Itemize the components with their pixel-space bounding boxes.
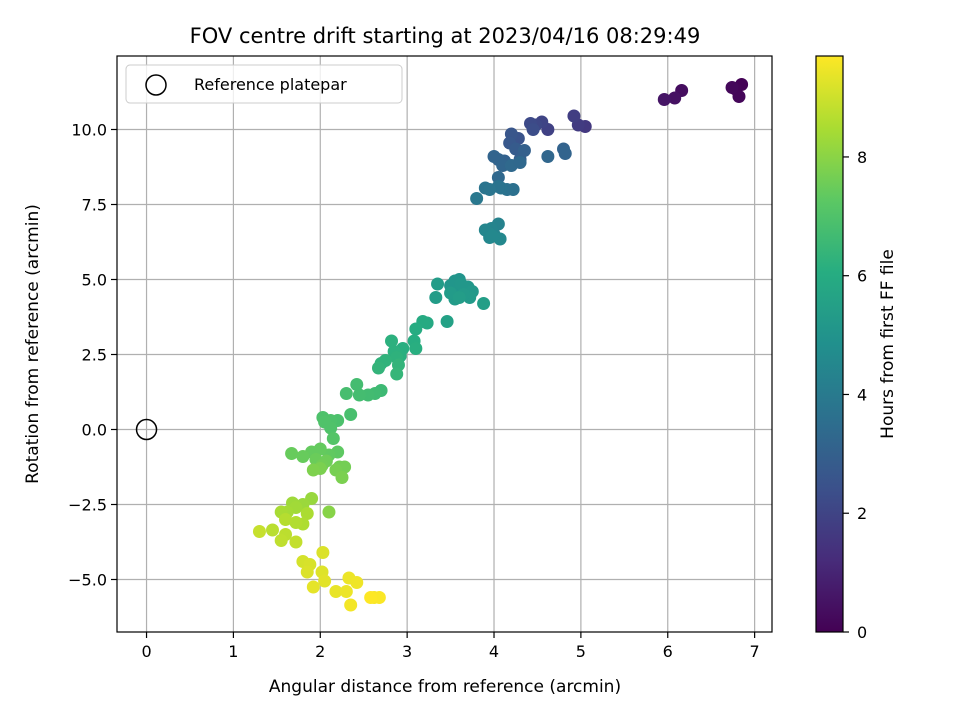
scatter-point — [567, 109, 581, 123]
scatter-point — [285, 447, 299, 460]
scatter-point — [513, 156, 527, 169]
scatter-point — [440, 315, 454, 328]
colorbar-tick-label: 0 — [857, 623, 867, 642]
data-points — [252, 78, 749, 612]
x-tick-label: 1 — [228, 642, 238, 661]
colorbar-tick-label: 8 — [857, 148, 867, 167]
colorbar-gradient — [816, 56, 843, 632]
scatter-point — [324, 421, 338, 435]
chart-title: FOV centre drift starting at 2023/04/16 … — [190, 24, 701, 48]
scatter-point — [339, 387, 353, 400]
legend-open-circle-marker — [145, 74, 167, 96]
scatter-point — [318, 574, 332, 588]
scatter-point — [431, 277, 445, 291]
scatter-point — [300, 565, 314, 579]
y-tick-label: 10.0 — [71, 121, 107, 140]
scatter-point — [491, 171, 505, 184]
x-tick-label: 0 — [141, 642, 151, 661]
scatter-point — [385, 334, 399, 348]
scatter-point — [316, 546, 330, 559]
scatter-point — [487, 150, 501, 163]
scatter-point — [517, 144, 531, 157]
y-axis-ticks: −5.0 −2.5 0.0 2.5 5.0 7.5 10.0 — [68, 121, 117, 590]
scatter-point — [558, 147, 572, 160]
colorbar-frame — [815, 55, 844, 633]
scatter-point — [541, 150, 555, 163]
scatter-point — [296, 450, 310, 463]
scatter-point — [326, 432, 340, 445]
x-tick-label: 7 — [750, 642, 760, 661]
scatter-point — [485, 229, 499, 243]
scatter-point — [289, 516, 303, 529]
scatter-point — [352, 388, 366, 402]
scatter-point — [732, 90, 746, 103]
colorbar-ticks: 0 2 4 6 8 — [843, 148, 867, 642]
x-tick-label: 2 — [315, 642, 325, 661]
scatter-point — [390, 367, 404, 381]
scatter-point — [289, 535, 303, 549]
scatter-point — [306, 580, 320, 594]
scatter-point — [364, 591, 378, 604]
x-tick-label: 6 — [663, 642, 673, 661]
scatter-point — [274, 534, 288, 547]
colorbar-tick-label: 2 — [857, 504, 867, 523]
scatter-point — [470, 192, 484, 205]
scatter-point — [322, 505, 336, 519]
x-tick-label: 4 — [489, 642, 499, 661]
colorbar: 0 2 4 6 8 Hours from first FF file — [815, 55, 898, 642]
scatter-point — [371, 361, 385, 375]
scatter-point — [339, 585, 353, 598]
scatter-point — [429, 291, 443, 304]
scatter-point — [409, 322, 423, 336]
legend-label-reference-platepar: Reference platepar — [194, 75, 347, 94]
plot-frame — [116, 55, 773, 633]
scatter-point — [452, 291, 466, 304]
scatter-point — [477, 297, 491, 310]
scatter-point — [668, 91, 682, 105]
y-tick-label: 2.5 — [82, 346, 107, 365]
scatter-point — [350, 378, 364, 391]
y-tick-label: −2.5 — [68, 496, 107, 515]
scatter-point — [306, 463, 320, 477]
scatter-point — [329, 585, 343, 598]
grid-lines — [117, 56, 772, 632]
scatter-point — [344, 598, 358, 612]
scatter-point — [279, 513, 293, 526]
x-tick-label: 3 — [402, 642, 412, 661]
colorbar-label: Hours from first FF file — [878, 249, 898, 439]
scatter-point — [526, 123, 540, 136]
reference-platepar-marker — [135, 418, 158, 441]
x-tick-label: 5 — [576, 642, 586, 661]
scatter-point — [483, 183, 497, 196]
legend: Reference platepar — [125, 64, 403, 104]
y-tick-label: 5.0 — [82, 271, 107, 290]
scatter-point — [725, 81, 739, 94]
x-axis-label: Angular distance from reference (arcmin) — [269, 677, 621, 697]
scatter-point — [657, 93, 671, 106]
colorbar-tick-label: 4 — [857, 385, 867, 404]
scatter-point — [335, 471, 349, 484]
legend-box — [125, 64, 403, 104]
scatter-point — [350, 576, 364, 589]
scatter-point — [344, 408, 358, 421]
y-tick-label: −5.0 — [68, 571, 107, 590]
x-axis-ticks: 0 1 2 3 4 5 6 7 — [141, 632, 760, 661]
scatter-point — [300, 507, 314, 520]
y-tick-label: 7.5 — [82, 196, 107, 215]
colorbar-tick-label: 6 — [857, 267, 867, 286]
scatter-point — [265, 523, 279, 537]
y-axis-label: Rotation from reference (arcmin) — [23, 204, 43, 484]
y-tick-label: 0.0 — [82, 421, 107, 440]
scatter-point — [409, 342, 423, 355]
scatter-point — [252, 525, 266, 538]
